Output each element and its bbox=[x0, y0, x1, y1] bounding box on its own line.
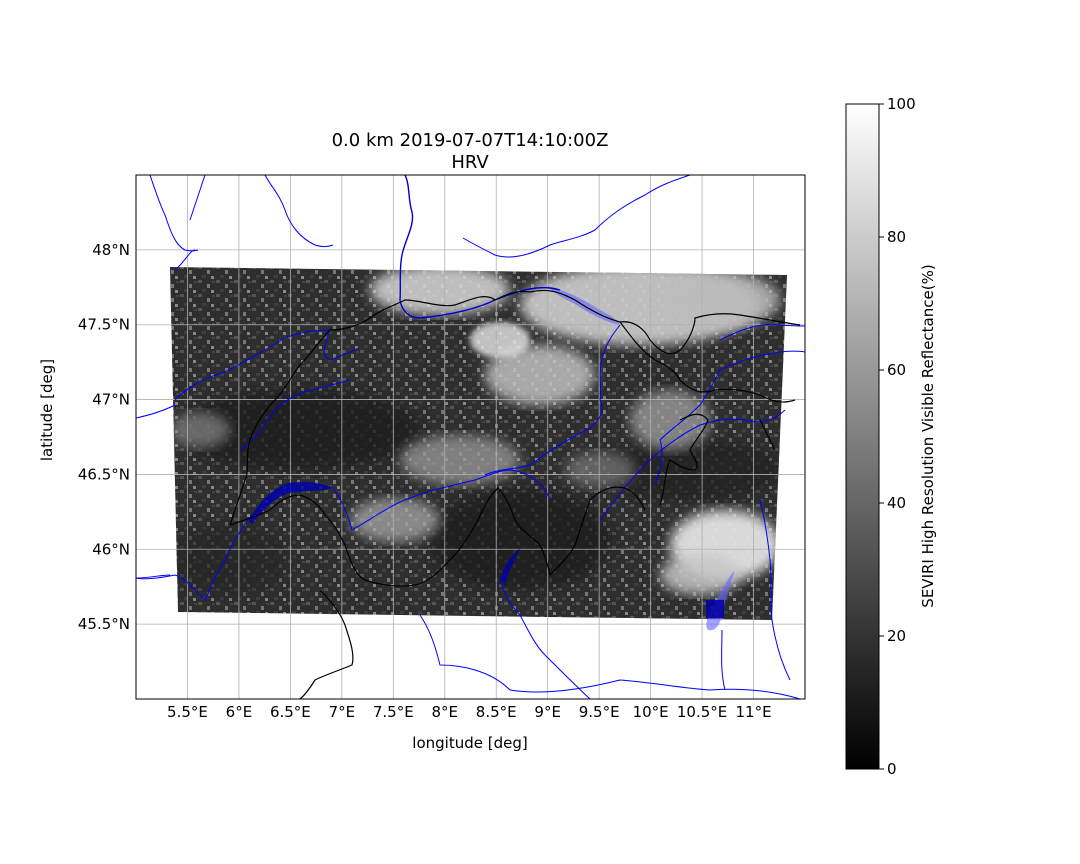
x-tick-label: 7°E bbox=[329, 703, 356, 721]
border-ch-southeast bbox=[659, 413, 709, 506]
y-axis-label: latitude [deg] bbox=[38, 359, 56, 461]
border-ch-east bbox=[619, 321, 796, 403]
border-ch-ticino bbox=[549, 486, 646, 576]
y-tick-label: 47.5°N bbox=[78, 316, 130, 334]
border-italy-west bbox=[299, 589, 354, 699]
x-tick-label: 9.5°E bbox=[579, 703, 620, 721]
y-tick-label: 46.5°N bbox=[78, 465, 130, 483]
border-ch-west bbox=[229, 329, 331, 526]
x-tick-label: 5.5°E bbox=[167, 703, 208, 721]
river-north2 bbox=[149, 175, 199, 252]
river-southwest bbox=[136, 574, 171, 579]
river-aare bbox=[174, 329, 359, 401]
colorbar-tick-label: 60 bbox=[887, 361, 906, 379]
hrv-reflectance-image bbox=[170, 267, 787, 620]
border-austria bbox=[759, 419, 776, 451]
map-gridlines bbox=[136, 175, 805, 699]
colorbar: 0 20 40 60 80 100 SEVIRI High Resolution Visi… bbox=[845, 95, 937, 778]
river-rhone bbox=[332, 469, 551, 531]
x-tick-label: 6°E bbox=[226, 703, 253, 721]
colorbar-tick-label: 40 bbox=[887, 494, 906, 512]
colorbar-ticks: 0 20 40 60 80 100 bbox=[879, 95, 916, 778]
x-axis-label: longitude [deg] bbox=[412, 734, 527, 752]
river-thur bbox=[462, 175, 691, 258]
colorbar-label: SEVIRI High Resolution Visible Reflectan… bbox=[919, 264, 937, 607]
colorbar-tick-label: 20 bbox=[887, 627, 906, 645]
x-tick-label: 8.5°E bbox=[476, 703, 517, 721]
river-aare-lower bbox=[239, 379, 351, 451]
river-west bbox=[136, 404, 176, 419]
river-south-east bbox=[759, 499, 791, 681]
lake-geneva bbox=[248, 481, 333, 524]
plot-title-line2: HRV bbox=[451, 152, 489, 173]
y-tick-label: 45.5°N bbox=[78, 615, 130, 633]
x-tick-label: 6.5°E bbox=[270, 703, 311, 721]
river-rhone-west bbox=[136, 519, 249, 601]
x-tick-label: 10°E bbox=[633, 703, 669, 721]
river-inn bbox=[654, 350, 805, 486]
colorbar-tick-label: 0 bbox=[887, 760, 897, 778]
colorbar-tick-label: 100 bbox=[887, 95, 916, 113]
y-tick-label: 46°N bbox=[92, 540, 130, 558]
river-ticino bbox=[499, 579, 591, 699]
lake-maggiore bbox=[500, 548, 520, 585]
plot-title-line1: 0.0 km 2019-07-07T14:10:00Z bbox=[332, 130, 609, 151]
x-tick-labels: 5.5°E 6°E 6.5°E 7°E 7.5°E 8°E 8.5°E 9°E 9.5°E 10°… bbox=[167, 703, 772, 721]
x-tick-label: 9°E bbox=[534, 703, 561, 721]
river-adda bbox=[599, 409, 786, 521]
border-ch-north bbox=[329, 289, 801, 355]
x-tick-label: 10.5°E bbox=[677, 703, 727, 721]
colorbar-tick-label: 80 bbox=[887, 228, 906, 246]
river-garda-out bbox=[721, 629, 726, 691]
x-tick-label: 7.5°E bbox=[373, 703, 414, 721]
y-tick-label: 48°N bbox=[92, 241, 130, 259]
x-tick-label: 11°E bbox=[735, 703, 771, 721]
rivers bbox=[136, 175, 805, 699]
country-borders bbox=[229, 289, 801, 699]
x-tick-label: 8°E bbox=[432, 703, 459, 721]
river-east-top bbox=[719, 323, 805, 341]
colorbar-gradient bbox=[845, 103, 880, 770]
map-axes: 5.5°E 6°E 6.5°E 7°E 7.5°E 8°E 8.5°E 9°E 9.5°E 10°… bbox=[78, 174, 806, 721]
y-tick-label: 47°N bbox=[92, 391, 130, 409]
river-north3 bbox=[189, 175, 206, 221]
river-doubs bbox=[174, 249, 196, 271]
river-north1 bbox=[264, 175, 334, 248]
river-rhine-alpine bbox=[484, 324, 621, 476]
river-po bbox=[419, 614, 801, 699]
y-tick-labels: 48°N 47.5°N 47°N 46.5°N 46°N 45.5°N bbox=[78, 241, 130, 633]
border-ch-south bbox=[229, 487, 551, 587]
